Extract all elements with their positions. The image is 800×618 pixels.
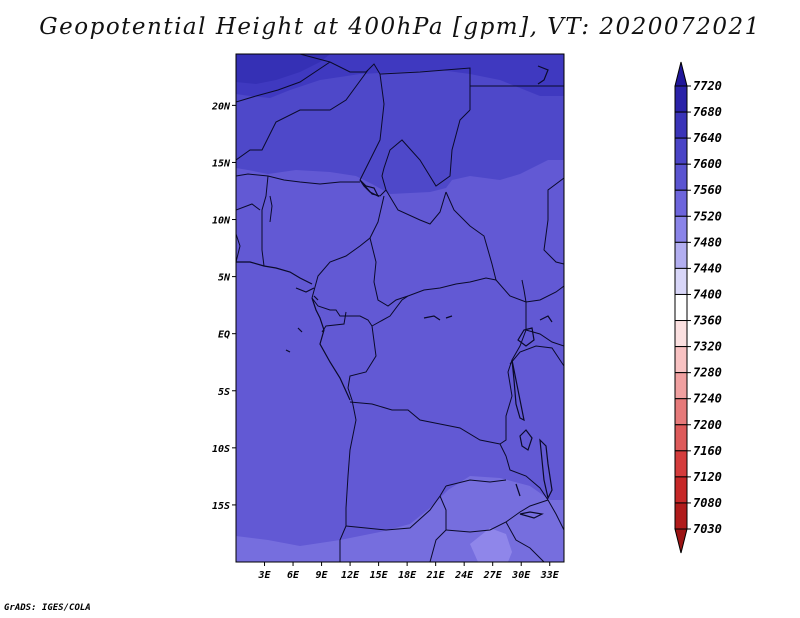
lon-tick-label: 24E [454, 570, 474, 581]
colorbar-label: 7280 [693, 366, 722, 380]
colorbar-label: 7720 [693, 79, 722, 93]
colorbar-swatch [674, 215, 688, 243]
colorbar-label: 7520 [693, 209, 722, 223]
lat-tick-label: EQ [218, 330, 230, 341]
colorbar-swatch [674, 346, 688, 374]
colorbar-swatch [674, 293, 688, 322]
colorbar-swatch [674, 111, 688, 139]
field-7680-patch [236, 54, 330, 84]
colorbar-swatch [674, 267, 688, 295]
colorbar: 7720 7680 7640 7600 7560 7520 7480 7440 7400 7360… [674, 61, 722, 554]
lon-tick-label: 12E [341, 570, 360, 581]
lat-tick-label: 20N [211, 101, 231, 112]
lat-tick-label: 5N [218, 273, 231, 284]
footer-credit: GrADS: IGES/COLA [4, 603, 91, 613]
colorbar-label: 7360 [693, 314, 722, 328]
colorbar-label: 7320 [693, 340, 722, 354]
lat-tick-label: 5S [218, 387, 230, 398]
colorbar-label: 7080 [693, 496, 722, 510]
lon-tick-label: 30E [511, 570, 531, 581]
colorbar-label: 7030 [693, 522, 722, 536]
lon-tick-label: 15E [370, 570, 389, 581]
colorbar-swatch [674, 137, 688, 165]
colorbar-label: 7480 [693, 235, 722, 249]
colorbar-label: 7640 [693, 131, 722, 145]
lon-tick-label: 21E [426, 570, 446, 581]
colorbar-top-arrow [674, 61, 688, 87]
colorbar-swatch [674, 85, 688, 113]
colorbar-label: 7560 [693, 183, 722, 197]
colorbar-swatch [674, 372, 688, 400]
lat-tick-label: 15N [212, 158, 231, 169]
colorbar-swatch [674, 398, 688, 426]
colorbar-label: 7400 [693, 287, 722, 301]
colorbar-swatch [674, 424, 688, 452]
colorbar-swatch [674, 189, 688, 217]
colorbar-label: 7160 [693, 444, 722, 458]
lakes-and-coast [236, 65, 553, 519]
colorbar-label: 7680 [693, 105, 722, 119]
colorbar-swatch [674, 502, 688, 530]
colorbar-swatch [674, 241, 688, 269]
colorbar-label: 7240 [693, 392, 722, 406]
chart-title: Geopotential Height at 400hPa [gpm], VT:… [39, 14, 761, 40]
field-7640-band [236, 54, 564, 98]
colorbar-label: 7120 [693, 470, 722, 484]
lat-tick-label: 15S [212, 501, 230, 512]
lon-tick-label: 9E [316, 570, 329, 581]
latitude-axis: 20N 15N 10N 5N EQ 5S 10S 15S [211, 101, 236, 512]
field-7600-band [236, 54, 564, 194]
colorbar-label: 7440 [693, 261, 722, 275]
lat-tick-label: 10S [212, 444, 230, 455]
map-frame [235, 53, 565, 563]
colorbar-swatch [674, 476, 688, 504]
lon-tick-label: 27E [483, 570, 503, 581]
lon-tick-label: 33E [540, 570, 560, 581]
colorbar-bottom-arrow [674, 528, 688, 554]
lat-tick-label: 10N [212, 216, 231, 227]
lon-tick-label: 3E [257, 570, 271, 581]
colorbar-label: 7600 [693, 157, 722, 171]
colorbar-swatch [674, 450, 688, 478]
lon-tick-label: 18E [398, 570, 417, 581]
longitude-axis: 3E 6E 9E 12E 15E 18E 21E 24E 27E 30E 33E [257, 562, 560, 581]
lon-tick-label: 6E [287, 570, 300, 581]
colorbar-swatch [674, 163, 688, 191]
colorbar-swatch [674, 320, 688, 348]
country-borders [236, 54, 564, 562]
colorbar-label: 7200 [693, 418, 722, 432]
field-7480-patch [470, 528, 512, 562]
map-panel [236, 54, 564, 562]
